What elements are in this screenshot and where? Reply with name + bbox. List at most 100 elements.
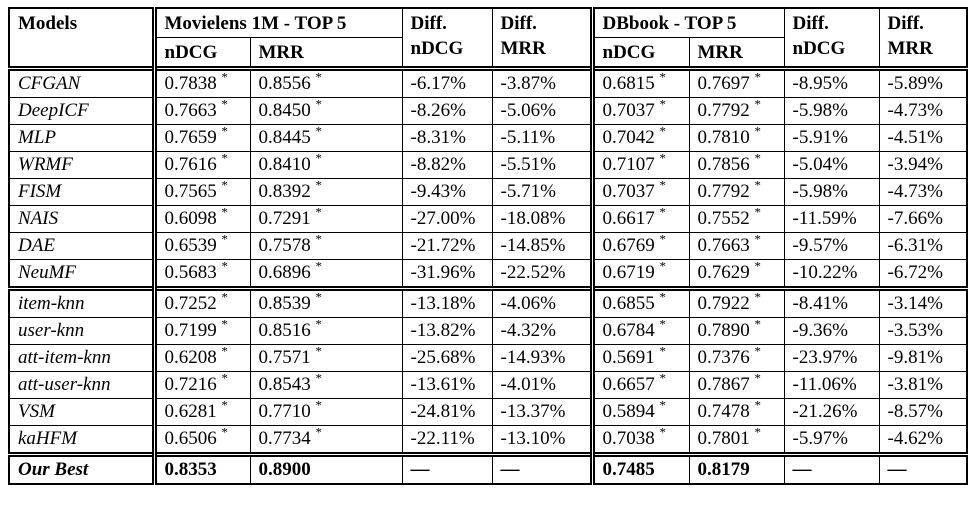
significance-star: * <box>754 124 761 139</box>
significance-star: * <box>221 371 228 386</box>
value-cell: 0.6896 * <box>249 259 403 289</box>
value-cell: 0.8353 <box>151 452 251 485</box>
group-header-dbbook: DBbook - TOP 5 <box>589 7 785 38</box>
value-cell: 0.6719 * <box>589 259 690 289</box>
significance-star: * <box>221 289 228 305</box>
value-cell: -4.73% <box>878 97 968 125</box>
significance-star: * <box>659 344 666 359</box>
significance-star: * <box>754 289 761 305</box>
table-row: item-knn 0.7252 * 0.8539 * -13.18% -4.06% 0.6… <box>8 286 968 318</box>
significance-star: * <box>221 232 228 247</box>
value-cell: -13.37% <box>491 398 593 426</box>
significance-star: * <box>659 97 666 112</box>
value-cell: -25.68% <box>401 344 493 372</box>
value-cell: 0.7792 * <box>688 178 785 206</box>
significance-star: * <box>754 205 761 220</box>
table-row: WRMF 0.7616 * 0.8410 * -8.82% -5.51% 0.7107 *… <box>8 151 968 179</box>
value-cell: -3.53% <box>878 317 968 345</box>
value-cell: -5.98% <box>783 97 880 125</box>
value-cell: 0.8410 * <box>249 151 403 179</box>
value-cell: 0.7792 * <box>688 97 785 125</box>
significance-star: * <box>659 151 666 166</box>
model-name-cell: Our Best <box>8 452 155 485</box>
value-cell: -23.97% <box>783 344 880 372</box>
value-cell: -9.57% <box>783 232 880 260</box>
value-cell: 0.7801 * <box>688 425 785 455</box>
value-cell: — <box>783 452 880 485</box>
col-header-mrr-movielens: MRR <box>249 37 403 69</box>
significance-star: * <box>754 371 761 386</box>
model-name-cell: item-knn <box>8 286 155 318</box>
value-cell: 0.7659 * <box>151 124 251 152</box>
significance-star: * <box>315 205 322 220</box>
table-row: att-user-knn 0.7216 * 0.8543 * -13.61% -4.01… <box>8 371 968 399</box>
value-cell: -3.87% <box>491 66 593 98</box>
value-cell: 0.7485 <box>589 452 690 485</box>
value-cell: -13.18% <box>401 286 493 318</box>
value-cell: 0.8539 * <box>249 286 403 318</box>
model-name-cell: VSM <box>8 398 155 426</box>
value-cell: -8.82% <box>401 151 493 179</box>
ndcg-label: nDCG <box>792 38 846 59</box>
group-header-movielens: Movielens 1M - TOP 5 <box>151 7 403 38</box>
value-cell: 0.7629 * <box>688 259 785 289</box>
model-name-cell: NeuMF <box>8 259 155 289</box>
significance-star: * <box>659 425 666 440</box>
significance-star: * <box>659 398 666 413</box>
table-header: Models Movielens 1M - TOP 5 Diff. nDCG D… <box>8 7 968 69</box>
value-cell: 0.7252 * <box>151 286 251 318</box>
value-cell: 0.7890 * <box>688 317 785 345</box>
significance-star: * <box>315 371 322 386</box>
col-header-ndcg-dbbook: nDCG <box>589 37 690 69</box>
significance-star: * <box>315 344 322 359</box>
value-cell: 0.6784 * <box>589 317 690 345</box>
value-cell: -13.61% <box>401 371 493 399</box>
significance-star: * <box>221 317 228 332</box>
value-cell: -6.17% <box>401 66 493 98</box>
value-cell: 0.8445 * <box>249 124 403 152</box>
significance-star: * <box>315 259 322 274</box>
significance-star: * <box>659 232 666 247</box>
value-cell: 0.7663 * <box>151 97 251 125</box>
table-row: user-knn 0.7199 * 0.8516 * -13.82% -4.32% 0.6… <box>8 317 968 345</box>
significance-star: * <box>221 398 228 413</box>
table-row: MLP 0.7659 * 0.8445 * -8.31% -5.11% 0.7042 * 0… <box>8 124 968 152</box>
value-cell: 0.8450 * <box>249 97 403 125</box>
significance-star: * <box>659 124 666 139</box>
value-cell: 0.7710 * <box>249 398 403 426</box>
value-cell: -8.57% <box>878 398 968 426</box>
value-cell: -5.97% <box>783 425 880 455</box>
table-row: VSM 0.6281 * 0.7710 * -24.81% -13.37% 0.5894 … <box>8 398 968 426</box>
value-cell: -10.22% <box>783 259 880 289</box>
model-name-cell: CFGAN <box>8 66 155 98</box>
value-cell: -14.93% <box>491 344 593 372</box>
value-cell: -5.89% <box>878 66 968 98</box>
value-cell: 0.7038 * <box>589 425 690 455</box>
value-cell: 0.7697 * <box>688 66 785 98</box>
value-cell: 0.7578 * <box>249 232 403 260</box>
significance-star: * <box>754 425 761 440</box>
model-name-cell: att-item-knn <box>8 344 155 372</box>
significance-star: * <box>315 178 322 193</box>
value-cell: 0.7037 * <box>589 178 690 206</box>
value-cell: 0.7376 * <box>688 344 785 372</box>
value-cell: 0.6855 * <box>589 286 690 318</box>
col-header-diff-mrr-dbbook: Diff. MRR <box>878 7 968 69</box>
table-row: Our Best 0.8353 0.8900— —0.7485 0.8179— — <box>8 452 968 485</box>
value-cell: 0.5894 * <box>589 398 690 426</box>
significance-star: * <box>754 259 761 274</box>
results-table: Models Movielens 1M - TOP 5 Diff. nDCG D… <box>8 7 968 485</box>
significance-star: * <box>315 317 322 332</box>
value-cell: 0.7663 * <box>688 232 785 260</box>
significance-star: * <box>221 344 228 359</box>
value-cell: -18.08% <box>491 205 593 233</box>
value-cell: 0.8516 * <box>249 317 403 345</box>
table-row: DAE 0.6539 * 0.7578 * -21.72% -14.85% 0.6769 … <box>8 232 968 260</box>
value-cell: — <box>401 452 493 485</box>
value-cell: -5.51% <box>491 151 593 179</box>
table-row: FISM 0.7565 * 0.8392 * -9.43% -5.71% 0.7037 *… <box>8 178 968 206</box>
value-cell: -3.14% <box>878 286 968 318</box>
value-cell: -24.81% <box>401 398 493 426</box>
value-cell: -21.26% <box>783 398 880 426</box>
value-cell: 0.6539 * <box>151 232 251 260</box>
